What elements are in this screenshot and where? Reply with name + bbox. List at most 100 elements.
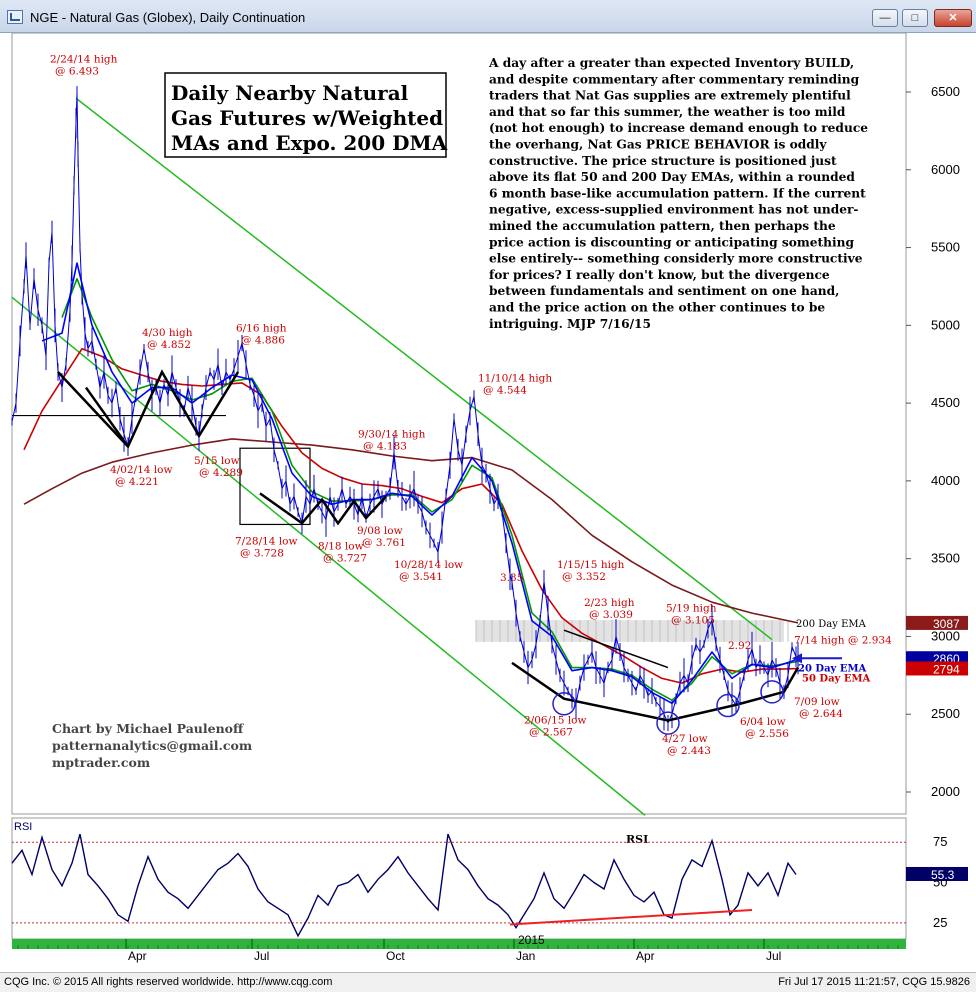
resistance-zone bbox=[476, 620, 784, 642]
maximize-button[interactable]: □ bbox=[902, 9, 928, 27]
annotation-label: 7/28/14 low bbox=[235, 536, 297, 548]
chart-title-line: MAs and Expo. 200 DMA bbox=[171, 131, 448, 155]
annotation-label: 5/15 low bbox=[194, 455, 240, 467]
chart-title-line: Gas Futures w/Weighted bbox=[171, 106, 443, 130]
commentary-line: between fundamentals and sentiment on on… bbox=[489, 284, 839, 298]
price-tag-label: 3087 bbox=[933, 617, 960, 631]
credit-line: Chart by Michael Paulenoff bbox=[52, 721, 244, 736]
chart-canvas[interactable]: 2/24/14 high@ 6.493 4/30 high@ 4.852 6/16 … bbox=[0, 33, 976, 971]
breakdown-box bbox=[239, 447, 311, 526]
rsi-tick-label: 25 bbox=[933, 915, 947, 930]
arrow-icon bbox=[792, 653, 802, 664]
annotation-value: @ 2.644 bbox=[799, 708, 843, 720]
credit-line: mptrader.com bbox=[52, 755, 150, 770]
main-panel-background bbox=[11, 33, 907, 815]
commentary-line: and despite commentary after commentary … bbox=[489, 72, 860, 86]
close-icon: ✕ bbox=[948, 12, 958, 24]
annotation-label: 7/14 high @ 2.934 bbox=[794, 634, 892, 646]
price-series bbox=[11, 86, 799, 732]
annotation-label: 9/30/14 high bbox=[358, 428, 426, 440]
maximize-icon: □ bbox=[911, 12, 919, 24]
annotation-value: @ 4.183 bbox=[363, 440, 407, 452]
price-tag bbox=[906, 661, 968, 676]
annotation-label: 2/23 high bbox=[584, 597, 635, 609]
x-tick-label: Apr bbox=[128, 949, 147, 963]
upper-channel-line bbox=[75, 97, 773, 641]
commentary-line: above its flat 50 and 200 Day EMAs, with… bbox=[489, 170, 855, 184]
price-axis: 6500 6000 5500 5000 4500 4000 3500 3000 2500 2000… bbox=[906, 84, 968, 799]
lower-channel-line bbox=[11, 296, 646, 816]
commentary-line: else entirely-- something considerly mor… bbox=[489, 252, 863, 266]
legend-50-ema: 50 Day EMA bbox=[802, 674, 871, 685]
falling-trendline bbox=[563, 629, 669, 669]
commentary-line: A day after a greater than expected Inve… bbox=[488, 56, 854, 70]
swing-low-marker bbox=[552, 692, 576, 716]
swing-low-marker bbox=[716, 693, 740, 718]
annotation-value: @ 3.727 bbox=[323, 552, 367, 564]
time-axis-bar bbox=[12, 939, 906, 949]
annotation-value: @ 4.544 bbox=[483, 384, 527, 396]
consolidation-zigzag bbox=[259, 492, 387, 526]
annotation-label: 2/24/14 high bbox=[50, 53, 118, 65]
credit-line: patternanalytics@gmail.com bbox=[52, 738, 252, 753]
commentary-line: constructive. The price structure is pos… bbox=[489, 154, 837, 168]
rsi-line bbox=[11, 833, 797, 938]
commentary-line: (not hot enough) to increase demand enou… bbox=[489, 121, 868, 135]
y-tick-label: 2000 bbox=[931, 784, 960, 799]
price-annotations: 2/24/14 high@ 6.493 4/30 high@ 4.852 6/16 … bbox=[50, 53, 892, 757]
commentary-line: and that so far this summer, the weather… bbox=[489, 105, 846, 119]
year-label: 2015 bbox=[518, 933, 545, 947]
annotation-value: @ 3.761 bbox=[362, 537, 406, 549]
y-tick-label: 2500 bbox=[931, 706, 960, 721]
annotation-value: @ 4.289 bbox=[199, 467, 243, 479]
close-button[interactable]: ✕ bbox=[934, 9, 972, 27]
y-tick-label: 5500 bbox=[931, 240, 960, 255]
annotation-value: @ 3.039 bbox=[589, 609, 633, 621]
annotation-label: 10/28/14 low bbox=[394, 559, 463, 571]
x-tick-label: Jul bbox=[254, 949, 269, 963]
annotation-label: 5/19 high bbox=[666, 603, 717, 615]
annotation-value: @ 6.493 bbox=[55, 65, 99, 77]
annotation-value: @ 2.556 bbox=[745, 728, 789, 740]
minimize-button[interactable]: — bbox=[872, 9, 898, 27]
chart-title-line: Daily Nearby Natural bbox=[171, 81, 409, 105]
annotation-label: 4/02/14 low bbox=[110, 464, 172, 476]
annotation-label: 4/27 low bbox=[662, 733, 708, 745]
status-bar: CQG Inc. © 2015 All rights reserved worl… bbox=[0, 972, 976, 992]
legend-200-ema: 200 Day EMA bbox=[796, 619, 867, 630]
rsi-panel-label: RSI bbox=[14, 821, 32, 833]
y-tick-label: 4000 bbox=[931, 473, 960, 488]
rsi-value-tag bbox=[906, 866, 968, 881]
pattern-drawings bbox=[57, 369, 842, 735]
price-panel-frame bbox=[11, 33, 907, 815]
annotation-value: @ 3.541 bbox=[399, 571, 443, 583]
x-tick-label: Jul bbox=[766, 949, 781, 963]
commentary-line: mined the accumulation pattern, then per… bbox=[489, 219, 836, 233]
commentary-line: intriguing. MJP 7/16/15 bbox=[489, 317, 651, 331]
chart-app-icon bbox=[7, 10, 23, 24]
x-tick-label: Jan bbox=[516, 949, 535, 963]
y-tick-label: 3000 bbox=[931, 628, 960, 643]
rsi-divergence-line bbox=[509, 908, 753, 926]
annotation-label: 6/16 high bbox=[236, 323, 287, 335]
annotation-value: @ 2.567 bbox=[529, 727, 573, 739]
annotation-label: 7/09 low bbox=[794, 696, 840, 708]
annotation-label: 2.92 bbox=[728, 640, 751, 652]
commentary-line: negative, excess-supplied environment ha… bbox=[489, 203, 858, 217]
annotation-value: @ 4.886 bbox=[241, 335, 285, 347]
commentary-line: for prices? I really don't know, but the… bbox=[489, 268, 830, 282]
annotation-value: @ 3.352 bbox=[562, 571, 606, 583]
y-tick-label: 6500 bbox=[931, 84, 960, 99]
annotation-label: 9/08 low bbox=[357, 525, 403, 537]
annotation-label: 11/10/14 high bbox=[478, 372, 552, 384]
commentary-line: and the price action on the other contin… bbox=[489, 301, 825, 315]
x-tick-label: Apr bbox=[636, 949, 655, 963]
price-tag bbox=[906, 615, 968, 630]
time-axis: Apr Jul Oct Jan Apr Jul 2015 bbox=[12, 933, 906, 963]
y-tick-label: 3500 bbox=[931, 551, 960, 566]
commentary-line: the overhang, Nat Gas PRICE BEHAVIOR is … bbox=[489, 138, 827, 152]
y-tick-label: 6000 bbox=[931, 162, 960, 177]
rsi-tick-label: 75 bbox=[933, 834, 947, 849]
annotation-value: @ 3.728 bbox=[240, 548, 284, 560]
